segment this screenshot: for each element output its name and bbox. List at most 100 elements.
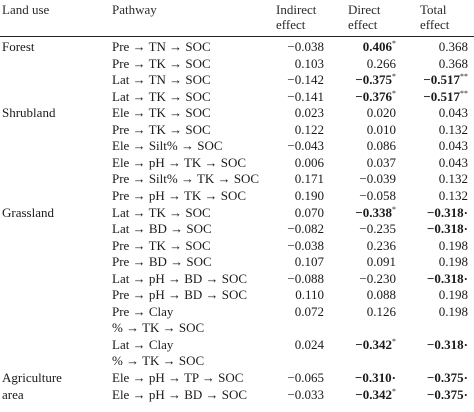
pathway-cell: Pre → TK → SOC bbox=[112, 121, 211, 137]
indirect-effect-cell: 0.110 bbox=[295, 287, 324, 303]
direct-effect-cell: −0.235 bbox=[359, 221, 396, 237]
table-row: Agriculture Ele → pH → TP → SOC −0.065 −0.3… bbox=[0, 370, 474, 386]
direct-effect-cell: −0.375* bbox=[355, 72, 396, 88]
direct-effect-cell-value: 0.126 bbox=[366, 303, 396, 319]
land-use-cell: area bbox=[2, 386, 24, 402]
total-effect-cell-value: 0.198 bbox=[438, 287, 468, 303]
table-row: Pre → pH → TK → SOC 0.190 −0.058 0.132 bbox=[0, 188, 474, 204]
header-indirect-line1: Indirect bbox=[276, 2, 317, 17]
direct-effect-cell-value: −0.376 bbox=[355, 88, 392, 104]
direct-effect-cell: −0.376* bbox=[355, 89, 396, 105]
pathway-cell: Pre → BD → SOC bbox=[112, 254, 212, 270]
direct-effect-cell: 0.086 bbox=[367, 138, 396, 154]
land-use-cell: Shrubland bbox=[2, 105, 56, 121]
pathway-cell: Pre → TK → SOC bbox=[112, 237, 211, 253]
direct-effect-cell: 0.266 bbox=[367, 56, 396, 72]
pathway-cell: Pre → Clay bbox=[112, 303, 174, 319]
total-effect-cell-value: 0.198 bbox=[438, 303, 468, 319]
pathway-cell: Pre → TN → SOC bbox=[112, 39, 211, 54]
direct-effect-cell-value: −0.230 bbox=[359, 270, 396, 286]
table-row: Grassland Lat → TK → SOC 0.070 −0.338* −0.31… bbox=[0, 205, 474, 221]
indirect-effect-cell: 0.070 bbox=[294, 204, 324, 220]
direct-effect-cell: −0.230 bbox=[359, 271, 396, 287]
indirect-effect-cell: −0.043 bbox=[287, 138, 324, 154]
direct-effect-cell-value: −0.342 bbox=[355, 386, 392, 402]
pathway-cell: Ele → pH → TP → SOC bbox=[112, 370, 244, 385]
direct-effect-cell-value: 0.010 bbox=[366, 121, 396, 137]
total-effect-cell: 0.368 bbox=[439, 56, 468, 72]
total-effect-cell-value: −0.318· bbox=[427, 221, 468, 237]
significance-marker: * bbox=[392, 336, 396, 346]
direct-effect-cell: 0.091 bbox=[367, 254, 396, 270]
total-effect-cell: 0.198 bbox=[439, 254, 468, 270]
total-effect-cell: 0.043 bbox=[439, 155, 468, 171]
significance-marker: * bbox=[392, 204, 396, 214]
indirect-effect-cell: 0.122 bbox=[294, 121, 324, 137]
total-effect-cell-value: 0.132 bbox=[438, 121, 468, 137]
indirect-effect-cell: 0.072 bbox=[294, 303, 324, 319]
total-effect-cell-value: 0.198 bbox=[438, 254, 468, 270]
direct-effect-cell-value: −0.338 bbox=[355, 204, 392, 220]
table-row: Pre → Silt% → TK → SOC 0.171 −0.039 0.132 bbox=[0, 171, 474, 187]
pathway-cell: Lat → TK → SOC bbox=[112, 88, 211, 104]
significance-marker: * bbox=[392, 386, 396, 396]
pathway-cell: Pre → TK → SOC bbox=[112, 55, 211, 71]
pathway-cell: % → TK → SOC bbox=[112, 320, 205, 336]
table-header: Land use Pathway Indirect effect Direct … bbox=[0, 0, 474, 38]
header-land-use: Land use bbox=[2, 2, 50, 17]
total-effect-cell: −0.318· bbox=[427, 221, 468, 237]
table-row: Forest Pre → TN → SOC −0.038 0.406* 0.368 bbox=[0, 39, 474, 55]
total-effect-cell-value: −0.375· bbox=[427, 386, 468, 402]
pathway-cell: Lat → TN → SOC bbox=[112, 72, 211, 88]
total-effect-cell: 0.043 bbox=[439, 138, 468, 154]
direct-effect-cell: −0.342* bbox=[355, 337, 396, 353]
total-effect-cell-value: −0.517 bbox=[423, 88, 460, 104]
significance-marker: ** bbox=[460, 72, 468, 82]
pathway-cell: Pre → Silt% → TK → SOC bbox=[112, 171, 260, 187]
total-effect-cell-value: 0.132 bbox=[438, 171, 468, 187]
total-effect-cell: 0.132 bbox=[439, 122, 468, 138]
table-row: % → TK → SOC bbox=[0, 353, 474, 369]
header-total-line2: effect bbox=[420, 17, 450, 32]
total-effect-cell: 0.198 bbox=[439, 238, 468, 254]
total-effect-cell-value: 0.043 bbox=[438, 105, 468, 121]
table-row: Lat → TK → SOC −0.141 −0.376* −0.517** bbox=[0, 89, 474, 105]
table-row: Pre → Clay 0.072 0.126 0.198 bbox=[0, 304, 474, 320]
indirect-effect-cell: −0.033 bbox=[287, 386, 324, 402]
header-rule bbox=[0, 36, 474, 37]
pathway-cell: Ele → Silt% → SOC bbox=[112, 138, 223, 154]
direct-effect-cell: −0.342* bbox=[355, 387, 396, 403]
pathway-cell: Ele → pH → TK → SOC bbox=[112, 154, 247, 170]
total-effect-cell: 0.198 bbox=[439, 287, 468, 303]
direct-effect-cell-value: −0.310· bbox=[355, 370, 396, 385]
indirect-effect-cell: 0.103 bbox=[294, 55, 324, 71]
total-effect-cell: −0.318· bbox=[427, 271, 468, 287]
direct-effect-cell: −0.039 bbox=[359, 171, 396, 187]
indirect-effect-cell: 0.107 bbox=[294, 254, 324, 270]
indirect-effect-cell: −0.141 bbox=[287, 88, 324, 104]
table-row: area Ele → pH → BD → SOC −0.033 −0.342* −0.3… bbox=[0, 387, 474, 403]
total-effect-cell: 0.132 bbox=[439, 188, 468, 204]
direct-effect-cell-value: 0.406 bbox=[362, 39, 392, 54]
total-effect-cell: 0.132 bbox=[439, 171, 468, 187]
indirect-effect-cell: −0.142 bbox=[287, 72, 324, 88]
direct-effect-cell-value: −0.342 bbox=[355, 336, 392, 352]
direct-effect-cell: −0.338* bbox=[355, 205, 396, 221]
pathway-cell: % → TK → SOC bbox=[112, 353, 205, 369]
table-row: Pre → TK → SOC −0.038 0.236 0.198 bbox=[0, 238, 474, 254]
total-effect-cell-value: 0.043 bbox=[438, 154, 468, 170]
direct-effect-cell-value: 0.037 bbox=[366, 154, 396, 170]
total-effect-cell: 0.198 bbox=[439, 304, 468, 320]
table-row: Lat → pH → BD → SOC −0.088 −0.230 −0.318· bbox=[0, 271, 474, 287]
direct-effect-cell-value: 0.266 bbox=[366, 55, 396, 71]
total-effect-cell: −0.318· bbox=[427, 337, 468, 353]
significance-marker: * bbox=[392, 72, 396, 82]
direct-effect-cell-value: 0.020 bbox=[366, 105, 396, 121]
significance-marker: * bbox=[392, 88, 396, 98]
total-effect-cell-value: 0.198 bbox=[438, 237, 468, 253]
direct-effect-cell-value: −0.375 bbox=[355, 72, 392, 88]
total-effect-cell: 0.043 bbox=[439, 105, 468, 121]
total-effect-cell-value: −0.318· bbox=[427, 270, 468, 286]
direct-effect-cell: −0.058 bbox=[359, 188, 396, 204]
pathway-cell: Lat → Clay bbox=[112, 336, 174, 352]
